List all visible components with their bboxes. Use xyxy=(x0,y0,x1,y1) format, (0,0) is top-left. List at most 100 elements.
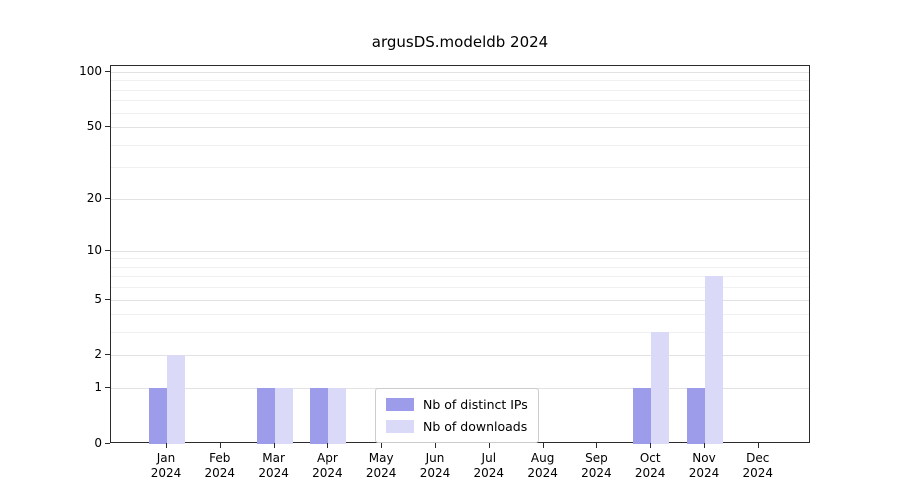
bar-distinct-ips xyxy=(310,388,329,444)
x-tick-label: Mar 2024 xyxy=(246,451,302,481)
x-tick-label: May 2024 xyxy=(353,451,409,481)
x-tick-label-line: Oct xyxy=(639,451,661,465)
legend-swatch-distinct-ips xyxy=(386,398,414,411)
minor-gridline xyxy=(111,258,809,260)
y-tick-label: 2 xyxy=(94,347,102,362)
bar-downloads xyxy=(651,332,670,444)
bar-downloads xyxy=(705,276,723,444)
major-gridline xyxy=(111,250,809,252)
x-tick-mark xyxy=(488,443,490,448)
bar-distinct-ips xyxy=(149,388,167,444)
legend-swatch-downloads xyxy=(386,420,414,433)
bar-distinct-ips xyxy=(633,388,652,444)
y-tick-mark xyxy=(105,71,110,72)
y-tick-label: 1 xyxy=(94,380,102,395)
y-tick-mark xyxy=(105,126,110,128)
x-tick-label-line: Jan xyxy=(156,451,176,465)
bar-distinct-ips xyxy=(687,388,705,444)
x-tick-label-line: Nov xyxy=(692,451,716,465)
x-tick-label-line: Dec xyxy=(746,451,770,465)
x-tick-label-line: 2024 xyxy=(258,466,289,480)
major-gridline xyxy=(111,72,809,73)
x-tick-label-line: 2024 xyxy=(419,466,451,480)
y-tick-label: 5 xyxy=(94,291,102,306)
x-tick-label-line: 2024 xyxy=(742,466,774,480)
x-tick-label: Nov 2024 xyxy=(676,451,732,481)
minor-gridline xyxy=(111,100,809,102)
x-tick-label: Dec 2024 xyxy=(730,451,786,481)
x-tick-mark xyxy=(381,443,383,448)
y-tick-mark xyxy=(105,197,110,199)
y-tick-label: 50 xyxy=(86,119,102,134)
plot-area: Nb of distinct IPs Nb of downloads xyxy=(110,65,810,444)
x-tick-label-line: Feb xyxy=(209,451,231,465)
x-tick-label-line: 2024 xyxy=(473,466,505,480)
x-tick-label: Feb 2024 xyxy=(192,451,248,481)
x-tick-label-line: 2024 xyxy=(365,466,397,480)
legend-item-distinct-ips: Nb of distinct IPs xyxy=(386,397,528,412)
x-tick-label-line: 2024 xyxy=(312,466,343,480)
minor-gridline xyxy=(111,314,809,316)
y-tick-mark xyxy=(105,298,110,300)
y-tick-label: 20 xyxy=(86,190,102,205)
minor-gridline xyxy=(111,332,809,334)
major-gridline xyxy=(111,355,809,357)
x-tick-label-line: Apr xyxy=(317,451,338,465)
minor-gridline xyxy=(111,112,809,114)
x-tick-label: Apr 2024 xyxy=(299,451,355,481)
minor-gridline xyxy=(111,287,809,289)
bar-downloads xyxy=(167,355,185,444)
minor-gridline xyxy=(111,144,809,146)
minor-gridline xyxy=(111,266,809,268)
x-tick-label: Jun 2024 xyxy=(407,451,463,481)
x-tick-mark xyxy=(542,443,544,448)
x-tick-label: Jan 2024 xyxy=(138,451,194,481)
x-tick-mark xyxy=(273,443,275,448)
legend-item-downloads: Nb of downloads xyxy=(386,419,528,434)
y-tick-mark xyxy=(105,354,110,356)
legend-label-downloads: Nb of downloads xyxy=(423,419,528,434)
y-tick-mark xyxy=(105,443,110,444)
minor-gridline xyxy=(111,276,809,278)
bar-distinct-ips xyxy=(256,388,275,444)
x-tick-label: Oct 2024 xyxy=(622,451,678,481)
x-tick-label-line: May xyxy=(368,451,394,465)
x-tick-mark xyxy=(757,443,759,448)
y-tick-label: 100 xyxy=(79,64,102,78)
minor-gridline xyxy=(111,89,809,91)
x-tick-mark xyxy=(327,443,329,448)
y-tick-mark xyxy=(105,387,110,389)
legend: Nb of distinct IPs Nb of downloads xyxy=(375,388,539,443)
major-gridline xyxy=(111,299,809,301)
x-tick-label: Jul 2024 xyxy=(461,451,517,481)
chart-title: argusDS.modeldb 2024 xyxy=(371,33,549,51)
x-tick-mark xyxy=(704,443,705,448)
x-tick-label-line: 2024 xyxy=(150,466,182,480)
x-tick-label-line: 2024 xyxy=(634,466,666,480)
major-gridline xyxy=(111,198,809,200)
bar-downloads xyxy=(274,388,293,444)
x-tick-mark xyxy=(435,443,436,448)
x-tick-label-line: Mar xyxy=(262,451,285,465)
x-tick-mark xyxy=(166,443,167,448)
minor-gridline xyxy=(111,80,809,82)
x-tick-label: Sep 2024 xyxy=(568,451,624,481)
x-tick-label-line: 2024 xyxy=(581,466,612,480)
bar-downloads xyxy=(328,388,347,444)
x-tick-mark xyxy=(650,443,652,448)
x-tick-label-line: Jul xyxy=(481,451,497,465)
x-tick-label-line: 2024 xyxy=(688,466,720,480)
y-tick-label: 10 xyxy=(86,242,102,257)
x-tick-label: Aug 2024 xyxy=(515,451,571,481)
x-tick-label-line: 2024 xyxy=(527,466,558,480)
y-tick-mark xyxy=(105,249,110,251)
x-tick-label-line: 2024 xyxy=(204,466,236,480)
x-tick-label-line: Aug xyxy=(530,451,555,465)
major-gridline xyxy=(111,127,809,129)
legend-label-distinct-ips: Nb of distinct IPs xyxy=(423,397,528,412)
x-tick-mark xyxy=(596,443,598,448)
x-tick-label-line: Sep xyxy=(585,451,608,465)
x-tick-mark xyxy=(219,443,221,448)
x-tick-label-line: Jun xyxy=(425,451,445,465)
